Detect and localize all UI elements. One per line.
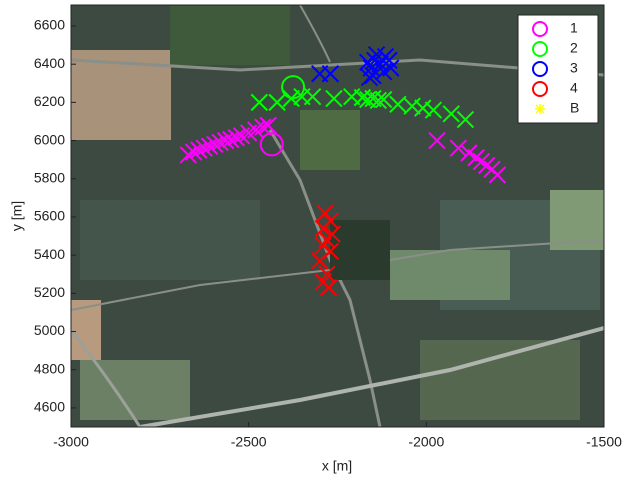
y-tick-label: 5200 [34,284,65,300]
x-tick-label: -1500 [586,434,622,450]
x-axis-label: x [m] [322,458,352,474]
y-tick-label: 6200 [34,93,65,109]
y-tick-label: 5800 [34,169,65,185]
y-tick-label: 5000 [34,322,65,338]
legend-label: 1 [570,20,578,36]
y-tick-label: 4800 [34,360,65,376]
legend-label: 4 [570,80,578,96]
chart: x [m] y [m] -3000 -2500 -2000 -1500 4600 4800… [0,0,626,479]
y-tick-label: 5400 [34,246,65,262]
y-tick-label: 6000 [34,131,65,147]
y-axis-label: y [m] [9,201,25,231]
legend-box [518,15,598,123]
y-tick-label: 6600 [34,17,65,33]
y-tick-label: 5600 [34,208,65,224]
x-tick-label: -2500 [231,434,267,450]
legend-symbol [535,104,545,114]
y-tick-label: 4600 [34,399,65,415]
legend-label: B [570,100,579,116]
x-tick-label: -3000 [53,434,89,450]
legend-label: 2 [570,40,578,56]
y-tick-label: 6400 [34,55,65,71]
legend-label: 3 [570,60,578,76]
x-tick-label: -2000 [408,434,444,450]
